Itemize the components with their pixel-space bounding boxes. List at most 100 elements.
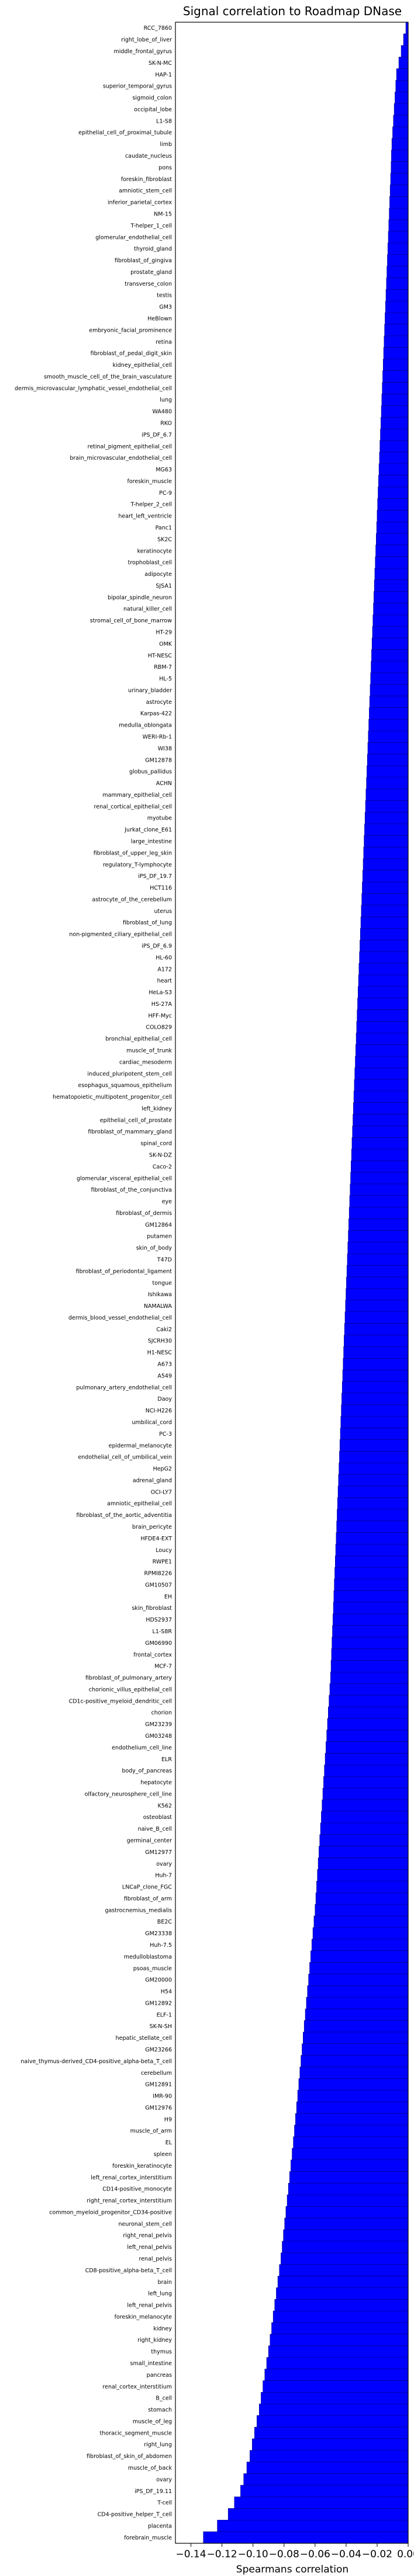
y-tick-label-110: NAMALWA (144, 1303, 172, 1310)
bar-199 (270, 2334, 409, 2346)
y-tick-label-202: pancreas (147, 2372, 172, 2379)
y-tick-label-124: HepG2 (153, 1466, 172, 1473)
y-tick-label-22: transverse_colon (125, 281, 172, 287)
y-tick-label-177: GM12891 (145, 2082, 172, 2088)
bar-109 (346, 1288, 409, 1301)
bar-41 (377, 498, 409, 511)
bar-51 (372, 615, 409, 627)
bar-12 (391, 161, 409, 173)
y-tick-label-211: ovary (156, 2477, 172, 2483)
y-tick-label-25: HeBlown (147, 315, 172, 322)
bar-168 (308, 1974, 409, 1986)
y-tick-label-173: hepatic_stellate_cell (116, 2035, 172, 2042)
bar-5 (395, 80, 409, 92)
y-tick-label-71: fibroblast_of_upper_leg_skin (94, 850, 172, 856)
y-tick-label-53: OMK (159, 641, 172, 647)
bar-39 (378, 475, 409, 487)
x-tick-label-1: −0.12 (207, 2549, 237, 2560)
y-tick-label-139: GM06990 (145, 1640, 172, 1647)
bar-71 (363, 846, 409, 859)
bar-70 (364, 835, 409, 848)
y-tick-label-208: right_lung (144, 2442, 172, 2448)
bar-33 (381, 405, 409, 418)
bar-13 (390, 173, 409, 185)
bar-144 (329, 1695, 409, 1707)
bar-17 (388, 219, 409, 232)
bar-142 (330, 1671, 409, 1684)
y-tick-label-213: T-cell (157, 2500, 172, 2506)
y-tick-label-46: trophoblast_cell (128, 560, 172, 566)
y-tick-label-77: fibroblast_of_lung (123, 920, 172, 926)
bar-22 (386, 277, 409, 290)
y-tick-label-107: fibroblast_of_periodontal_ligament (76, 1268, 172, 1275)
bar-190 (283, 2229, 409, 2242)
y-tick-label-199: right_kidney (137, 2337, 172, 2344)
y-tick-label-92: hematopoietic_multipotent_progenitor_cel… (53, 1094, 172, 1100)
x-tick-label-6: −0.02 (362, 2549, 392, 2560)
y-tick-label-59: Karpas-422 (140, 711, 172, 717)
bar-189 (284, 2217, 409, 2230)
bar-145 (328, 1706, 409, 1719)
y-tick-label-87: bronchial_epithelial_cell (105, 1036, 172, 1043)
y-tick-label-112: Caki2 (156, 1327, 172, 1333)
bar-171 (305, 2008, 409, 2021)
bar-63 (367, 754, 409, 766)
bar-201 (266, 2357, 409, 2369)
bar-25 (385, 312, 409, 325)
y-tick-label-174: GM23266 (145, 2047, 172, 2053)
x-axis-ticks: −0.14−0.12−0.10−0.08−0.06−0.04−0.02 0.00 (175, 2543, 414, 2560)
y-tick-label-164: GM23338 (145, 1931, 172, 1937)
y-tick-label-76: uterus (154, 908, 172, 915)
bar-4 (396, 68, 409, 81)
y-tick-label-200: thymus (151, 2349, 172, 2355)
bar-129 (336, 1520, 409, 1533)
bar-153 (322, 1799, 409, 1812)
y-tick-label-70: large_intestine (131, 839, 172, 845)
y-tick-label-125: adrenal_gland (133, 1477, 172, 1484)
y-tick-label-155: naive_B_cell (138, 1826, 172, 1832)
bar-76 (361, 905, 409, 917)
bar-110 (345, 1300, 409, 1313)
bar-38 (378, 463, 409, 475)
y-tick-label-57: urinary_bladder (128, 688, 172, 694)
bar-184 (291, 2160, 409, 2172)
y-tick-label-93: left_kidney (142, 1106, 172, 1112)
y-tick-label-209: fibroblast_of_skin_of_abdomen (87, 2453, 172, 2460)
bar-147 (326, 1730, 409, 1742)
bar-119 (341, 1404, 409, 1417)
bar-149 (325, 1753, 409, 1765)
bar-118 (341, 1393, 409, 1405)
bar-50 (373, 603, 409, 615)
y-tick-label-146: GM23239 (145, 1721, 172, 1728)
y-tick-label-35: iPS_DF_6.7 (142, 432, 172, 438)
y-tick-label-214: CD4-positive_helper_T_cell (98, 2512, 172, 2518)
y-tick-label-205: stomach (148, 2407, 172, 2414)
bar-91 (354, 1079, 409, 1092)
y-tick-label-108: tongue (153, 1280, 172, 1286)
bar-94 (353, 1114, 409, 1126)
bar-83 (357, 986, 409, 999)
bar-127 (337, 1497, 409, 1510)
y-tick-label-138: L1-S8R (153, 1629, 172, 1635)
bar-180 (295, 2113, 409, 2126)
bar-159 (317, 1869, 409, 1881)
bar-64 (367, 765, 409, 778)
y-tick-label-50: natural_killer_cell (123, 606, 172, 613)
y-tick-label-178: IMR-90 (153, 2094, 172, 2100)
bar-56 (370, 672, 409, 685)
y-tick-label-5: superior_temporal_gyrus (103, 84, 172, 90)
bar-88 (356, 1044, 409, 1057)
y-tick-label-176: cerebellum (141, 2070, 172, 2077)
bar-77 (360, 916, 409, 929)
y-tick-label-39: foreskin_muscle (127, 478, 172, 485)
x-tick-label-0: −0.14 (175, 2549, 206, 2560)
y-tick-label-54: HT-NESC (148, 652, 172, 659)
y-tick-label-128: fibroblast_of_the_aortic_adventitia (77, 1512, 172, 1519)
y-tick-label-61: WERI-Rb-1 (143, 734, 172, 740)
bar-85 (357, 1009, 409, 1022)
bar-202 (264, 2369, 409, 2381)
y-tick-label-43: Panc1 (156, 525, 172, 531)
y-tick-label-165: Huh-7.5 (150, 1942, 172, 1949)
y-tick-label-38: MG63 (156, 467, 172, 473)
